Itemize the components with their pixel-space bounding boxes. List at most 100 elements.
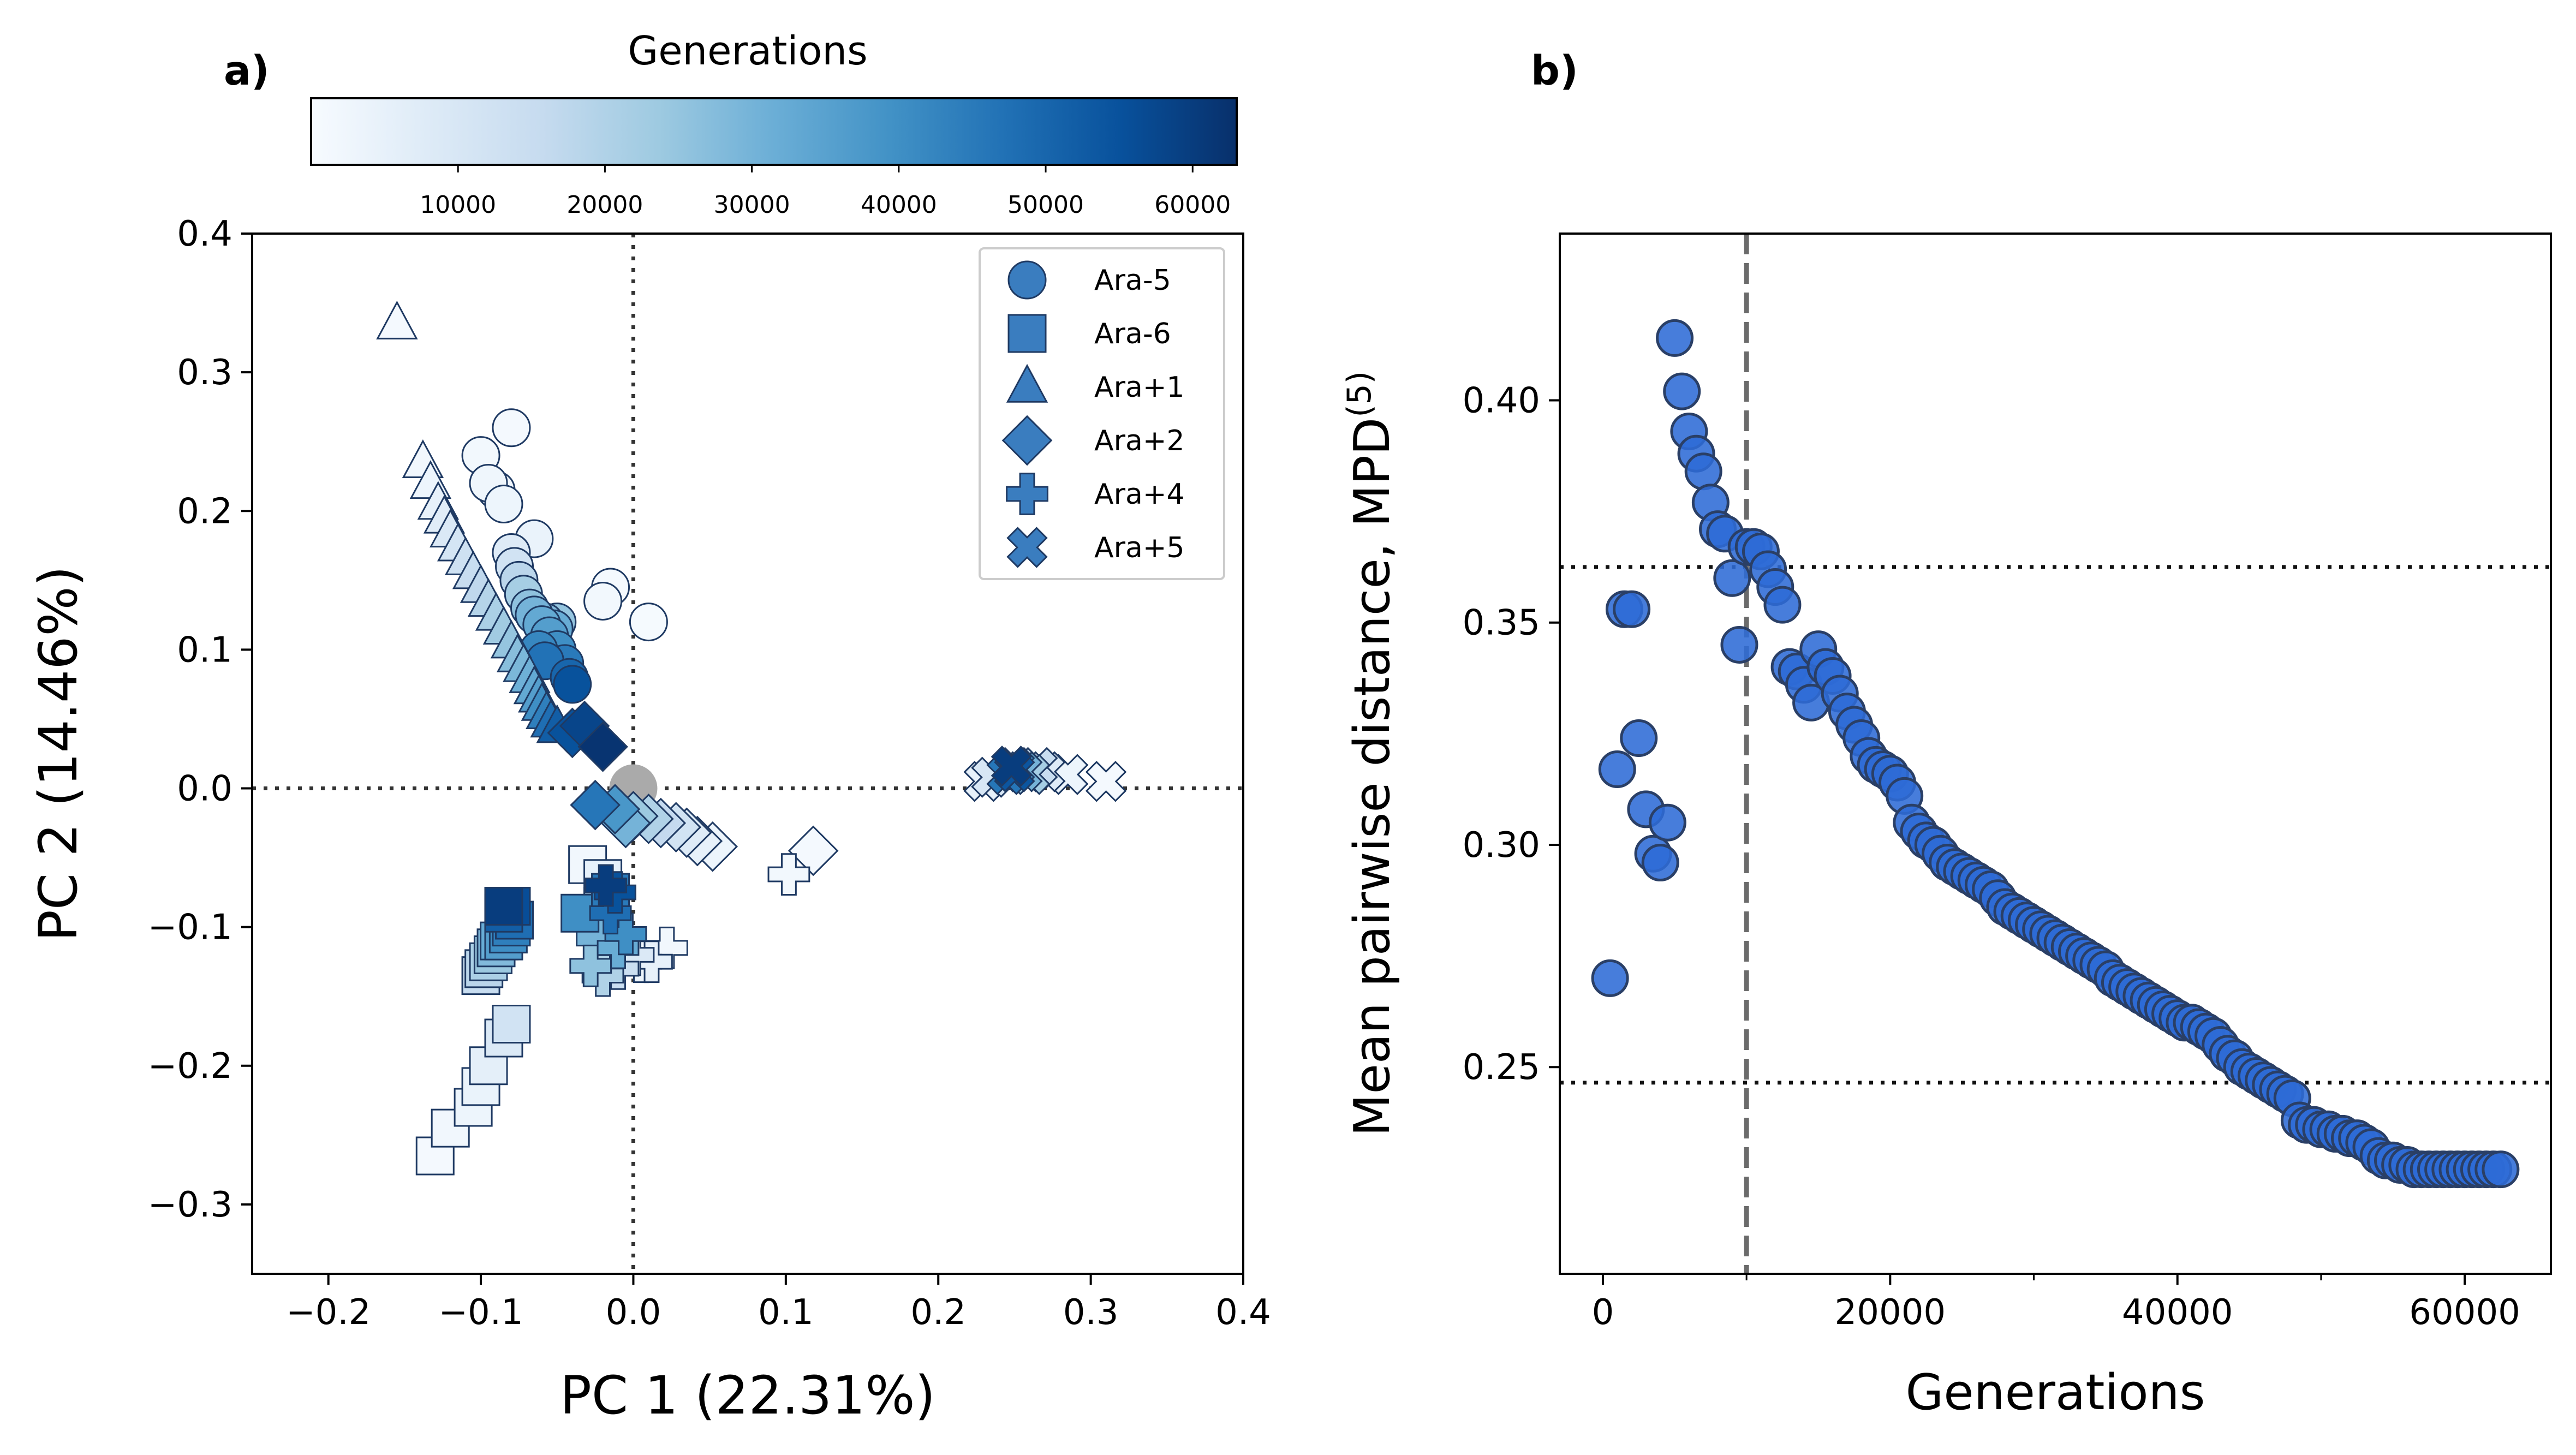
mpd-point [1656,319,1694,357]
legend-marker-plus [1006,473,1048,515]
legend-marker-circle [1007,260,1047,300]
legend-marker-x [1006,527,1048,568]
y-tick-label: 0.35 [1463,603,1541,643]
colorbar-tick-label: 50000 [1007,191,1084,219]
series-ara-5 [963,746,1127,802]
legend-marker-diamond [1001,415,1053,466]
y-tick-label: 0.3 [177,353,232,393]
pca-point [492,1005,531,1044]
mpd-point [1613,590,1651,628]
mpd-point [1620,719,1658,757]
x-tick-label: −0.1 [438,1292,523,1333]
y-tick-label: 0.4 [177,214,232,254]
legend-marker-square [1007,314,1047,353]
panel-b-label: b) [1531,47,1578,94]
x-tick-label: 60000 [2409,1292,2520,1333]
legend-label: Ara-5 [1094,264,1171,297]
mpd-point [1663,372,1701,410]
x-tick-label: 0.4 [1215,1292,1271,1333]
series-ara-1 [376,300,578,743]
pca-point [629,603,668,642]
pca-point [376,300,418,339]
mpd-reference-lines [1560,234,2551,1274]
plot-a-frame [251,232,1244,1275]
legend-item: Ara+2 [1001,415,1184,466]
pca-point [553,665,592,704]
mpd-point [1648,803,1686,842]
x-tick-label: 0.1 [758,1292,814,1333]
x-tick-label: 0 [1592,1292,1614,1333]
x-tick-label: 0.0 [606,1292,661,1333]
pca-point [583,581,623,621]
legend-item: Ara+4 [1006,473,1184,515]
pca-point [577,721,628,772]
legend-label: Ara+1 [1094,371,1184,404]
plot-b-frame [1559,232,2552,1275]
series-ara-5 [461,408,668,704]
legend-label: Ara+5 [1094,532,1184,564]
y-tick-label: −0.2 [148,1046,232,1087]
colorbar-tick-label: 30000 [714,191,790,219]
panel-a-label: a) [224,47,270,94]
mpd-point [1591,959,1629,997]
pca-point [585,864,628,907]
y-tick-label: 0.40 [1463,380,1541,421]
x-tick-label: 40000 [2122,1292,2233,1333]
legend-label: Ara+4 [1094,478,1184,511]
colorbar-gradient [310,97,1238,166]
mpd-point [1598,750,1636,789]
series-ara-2 [547,700,839,876]
pca-point [492,408,531,448]
pca-point [484,887,523,926]
pca-points [376,300,1127,1176]
mpd-point [1684,452,1722,491]
mpd-y-axis-label-main: Mean pairwise distance, MPD [1344,418,1401,1136]
y-tick-label: −0.3 [148,1185,232,1225]
pca-point [484,485,523,524]
legend-item: Ara-5 [1007,260,1171,300]
pca-point [1085,761,1127,802]
pca-point [788,825,839,876]
pca-x-axis-label: PC 1 (22.31%) [560,1365,935,1426]
y-tick-label: 0.2 [177,491,232,532]
x-tick-label: −0.2 [286,1292,371,1333]
plot-b-ticks: 0 20000 40000 60000 0.25 0.30 0.35 0.40 [1463,380,2520,1333]
panel-a: a) Generations 10000 20000 30000 40000 50000… [28,28,1271,1426]
colorbar-ticks: 10000 20000 30000 40000 50000 60000 [420,165,1231,219]
legend-label: Ara+2 [1094,425,1184,457]
mpd-point [2482,1150,2520,1189]
legend-item: Ara+1 [1006,363,1184,404]
pca-point [570,779,621,831]
pca-point [767,853,810,896]
mpd-x-axis-label: Generations [1906,1364,2205,1421]
x-tick-label: 0.3 [1063,1292,1119,1333]
panel-b: b) 0 20000 40000 60000 0.25 0.30 0.35 0.40 Gene… [1340,47,2552,1421]
pca-point [560,893,600,933]
colorbar: Generations 10000 20000 30000 40000 50000 600… [310,28,1238,219]
mpd-point [1641,844,1679,882]
y-tick-label: 0.1 [177,630,232,670]
y-tick-label: 0.0 [177,769,232,809]
legend-label: Ara-6 [1094,318,1171,350]
mpd-point [1763,586,1802,624]
pca-y-axis-label: PC 2 (14.46%) [28,566,89,941]
legend-item: Ara+5 [1006,527,1184,568]
pca-point [991,746,1033,787]
colorbar-tick-label: 60000 [1154,191,1231,219]
colorbar-label: Generations [628,28,867,74]
colorbar-tick-label: 20000 [567,191,643,219]
y-tick-label: −0.1 [148,908,232,948]
legend: Ara-5 Ara-6 Ara+1 Ara+2 Ara+4 Ara+5 [979,247,1225,580]
legend-marker-triangle [1006,363,1048,403]
plot-a-ticks: −0.2 −0.1 0.0 0.1 0.2 0.3 0.4 −0.3 −0.2 −0.1 0.0 0.… [148,214,1271,1333]
series-ara-4 [569,853,810,997]
y-tick-label: 0.25 [1463,1047,1541,1088]
mpd-point [1720,625,1758,664]
pca-point [569,944,612,987]
mpd-plot: 0 20000 40000 60000 0.25 0.30 0.35 0.40 [1463,232,2552,1333]
mpd-y-axis-label: Mean pairwise distance, MPD(5) [1340,371,1401,1136]
x-tick-label: 20000 [1835,1292,1946,1333]
x-tick-label: 0.2 [910,1292,966,1333]
pca-plot: −0.2 −0.1 0.0 0.1 0.2 0.3 0.4 −0.3 −0.2 −0.1 0.0 0.… [148,214,1271,1333]
